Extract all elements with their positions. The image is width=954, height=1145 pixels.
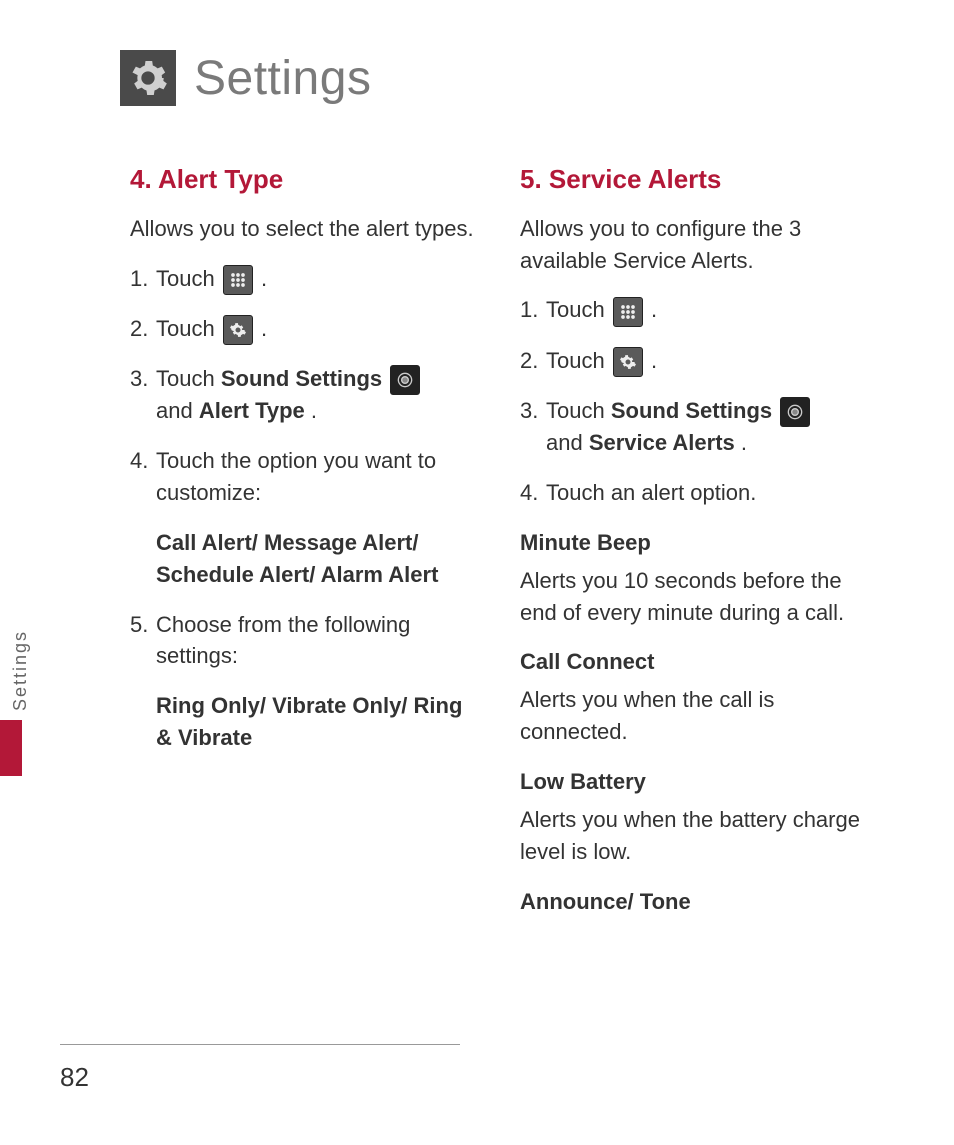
- text: and: [156, 398, 199, 423]
- step-1: 1. Touch .: [520, 294, 870, 326]
- step-body: Choose from the following settings:: [156, 609, 480, 673]
- text: .: [261, 316, 267, 341]
- text: Touch: [156, 266, 221, 291]
- content-columns: 4. Alert Type Allows you to select the a…: [130, 161, 894, 924]
- step-2: 2. Touch .: [130, 313, 480, 345]
- step-3: 3. Touch Sound Settings and Alert Type .: [130, 363, 480, 427]
- gear-icon: [613, 347, 643, 377]
- gear-icon: [120, 50, 176, 106]
- page-title: Settings: [194, 51, 371, 106]
- text: Touch: [156, 316, 221, 341]
- step-body: Touch an alert option.: [546, 477, 870, 509]
- column-service-alerts: 5. Service Alerts Allows you to configur…: [520, 161, 870, 924]
- header: Settings: [120, 50, 894, 106]
- step-2: 2. Touch .: [520, 345, 870, 377]
- step-number: 1.: [130, 263, 156, 295]
- text: .: [311, 398, 317, 423]
- text: Alerts you when the call is connected.: [520, 684, 870, 748]
- step-5: 5. Choose from the following settings:: [130, 609, 480, 673]
- subheading-call-connect: Call Connect: [520, 646, 870, 678]
- subheading-minute-beep: Minute Beep: [520, 527, 870, 559]
- intro-text: Allows you to configure the 3 available …: [520, 213, 870, 277]
- bold-text: Sound Settings: [611, 398, 772, 423]
- page-number: 82: [60, 1062, 89, 1093]
- side-tab-label: Settings: [10, 630, 31, 711]
- bold-text: Service Alerts: [589, 430, 735, 455]
- speaker-icon: [780, 397, 810, 427]
- subheading-low-battery: Low Battery: [520, 766, 870, 798]
- step-number: 3.: [130, 363, 156, 395]
- bold-text: Alert Type: [199, 398, 305, 423]
- text: .: [651, 297, 657, 322]
- text: Touch: [546, 348, 611, 373]
- text: Touch: [156, 366, 221, 391]
- apps-icon: [613, 297, 643, 327]
- section-heading: 4. Alert Type: [130, 161, 480, 199]
- gear-icon: [223, 315, 253, 345]
- text: Alerts you when the battery charge level…: [520, 804, 870, 868]
- side-tab-marker: [0, 720, 22, 776]
- step-body: Touch .: [546, 294, 870, 326]
- text: Touch: [546, 297, 611, 322]
- bold-text: Sound Settings: [221, 366, 382, 391]
- intro-text: Allows you to select the alert types.: [130, 213, 480, 245]
- step-body: Touch .: [156, 313, 480, 345]
- options-list: Ring Only/ Vibrate Only/ Ring & Vibrate: [156, 690, 480, 754]
- step-body: Touch .: [546, 345, 870, 377]
- text: and: [546, 430, 589, 455]
- text: Touch: [546, 398, 611, 423]
- step-body: Touch .: [156, 263, 480, 295]
- step-number: 1.: [520, 294, 546, 326]
- text: .: [741, 430, 747, 455]
- text: .: [651, 348, 657, 373]
- step-number: 4.: [130, 445, 156, 477]
- step-3: 3. Touch Sound Settings and Service Aler…: [520, 395, 870, 459]
- step-number: 2.: [520, 345, 546, 377]
- speaker-icon: [390, 365, 420, 395]
- footer-rule: [60, 1044, 460, 1045]
- section-heading: 5. Service Alerts: [520, 161, 870, 199]
- step-number: 2.: [130, 313, 156, 345]
- step-number: 3.: [520, 395, 546, 427]
- text: Alerts you 10 seconds before the end of …: [520, 565, 870, 629]
- step-1: 1. Touch .: [130, 263, 480, 295]
- page: Settings 4. Alert Type Allows you to sel…: [0, 0, 954, 1145]
- step-number: 4.: [520, 477, 546, 509]
- apps-icon: [223, 265, 253, 295]
- text: .: [261, 266, 267, 291]
- step-body: Touch Sound Settings and Service Alerts …: [546, 395, 870, 459]
- step-body: Touch Sound Settings and Alert Type .: [156, 363, 480, 427]
- subheading-announce-tone: Announce/ Tone: [520, 886, 870, 918]
- step-number: 5.: [130, 609, 156, 641]
- options-list: Call Alert/ Message Alert/ Schedule Aler…: [156, 527, 480, 591]
- step-4: 4. Touch an alert option.: [520, 477, 870, 509]
- step-4: 4. Touch the option you want to customiz…: [130, 445, 480, 509]
- step-body: Touch the option you want to customize:: [156, 445, 480, 509]
- column-alert-type: 4. Alert Type Allows you to select the a…: [130, 161, 480, 924]
